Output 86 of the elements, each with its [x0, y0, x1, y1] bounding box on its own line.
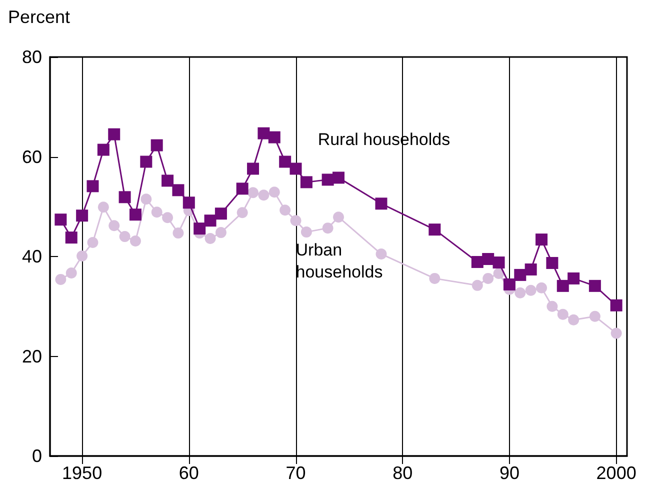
point [172, 228, 184, 239]
point [524, 263, 537, 276]
point [54, 214, 67, 226]
point [247, 162, 260, 175]
point [300, 226, 312, 238]
point [236, 182, 248, 195]
point [279, 156, 292, 168]
y-tick-label: 0 [32, 446, 42, 466]
point [322, 222, 334, 234]
point [482, 252, 494, 265]
point [610, 328, 622, 339]
point [588, 280, 601, 292]
point [536, 234, 548, 246]
point [150, 139, 163, 152]
point [214, 208, 227, 220]
point [525, 284, 536, 296]
point [194, 222, 206, 235]
point [568, 272, 580, 284]
point [248, 187, 259, 198]
point [215, 227, 226, 238]
point [546, 256, 558, 269]
point [55, 274, 66, 285]
point [375, 198, 388, 210]
point [76, 210, 88, 222]
point [482, 272, 494, 284]
point [66, 267, 77, 278]
point [86, 180, 99, 192]
point [589, 310, 600, 322]
point [268, 131, 280, 144]
point [97, 144, 110, 156]
point [76, 250, 88, 262]
point [428, 224, 441, 236]
point [568, 314, 580, 326]
point [546, 300, 558, 312]
point [258, 127, 270, 140]
x-tick-label: 90 [499, 463, 520, 483]
point [429, 272, 440, 284]
point [129, 208, 142, 221]
point [236, 207, 248, 218]
point [333, 212, 344, 223]
point [140, 194, 152, 205]
point [536, 282, 548, 294]
point [87, 237, 98, 248]
x-tick-label: 80 [392, 463, 413, 483]
point [151, 206, 162, 218]
series-label: Urban households [296, 240, 383, 282]
point [280, 204, 291, 216]
x-tick-label: 60 [178, 463, 199, 483]
point [108, 128, 120, 140]
point [268, 186, 280, 198]
point [119, 231, 130, 242]
point [557, 308, 568, 320]
y-axis-title: Percent [8, 7, 70, 27]
point [492, 256, 505, 268]
point [204, 214, 216, 227]
x-tick-label: 70 [286, 463, 306, 483]
point [98, 202, 109, 213]
point [108, 220, 120, 232]
point [472, 280, 483, 291]
point [503, 278, 516, 290]
point [290, 215, 302, 226]
point [65, 232, 78, 244]
point [514, 287, 526, 298]
point [172, 184, 184, 196]
y-tick-label: 40 [22, 246, 42, 266]
point [471, 256, 484, 268]
y-tick-label: 60 [22, 146, 42, 167]
point [182, 196, 195, 209]
point [118, 191, 131, 204]
x-tick-label: 2000 [596, 463, 636, 483]
point [556, 280, 569, 292]
point [130, 236, 141, 247]
x-tick-label: 1950 [62, 463, 102, 483]
point [204, 233, 216, 244]
point [162, 174, 174, 187]
point [290, 162, 302, 175]
y-tick-label: 20 [22, 346, 42, 366]
point [610, 299, 622, 312]
point [140, 156, 152, 168]
point [300, 176, 312, 188]
point [514, 268, 526, 281]
point [162, 212, 174, 224]
point [376, 248, 387, 260]
y-tick-label: 80 [22, 47, 42, 67]
point [332, 172, 344, 184]
point [258, 190, 270, 201]
